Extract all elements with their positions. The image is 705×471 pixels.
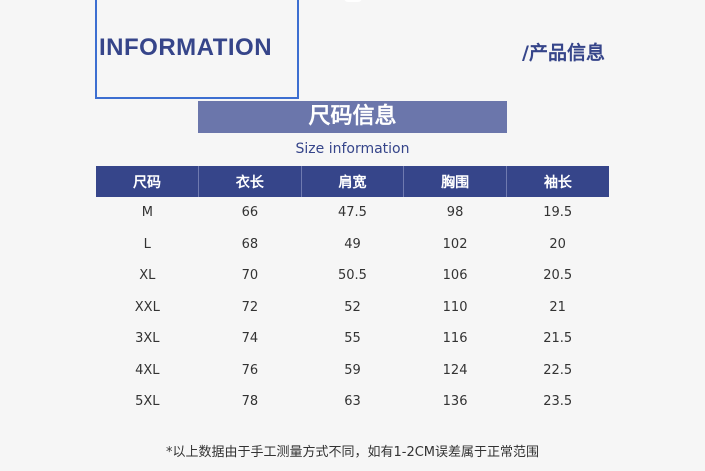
table-cell: 76 [241, 362, 259, 378]
table-cell: 20 [549, 236, 566, 252]
table-row: 3XL 74 55 116 21.5 [96, 323, 609, 355]
banner: 尺码信息 [198, 101, 507, 133]
table-cell: 47.5 [338, 205, 367, 221]
column-header: 衣长 [198, 166, 302, 197]
table-row: XXL 72 52 110 21 [96, 292, 609, 324]
table-cell: 63 [344, 394, 361, 410]
title: INFORMATION [99, 34, 273, 61]
table-cell: 136 [442, 394, 468, 410]
table-cell: 106 [442, 268, 468, 284]
table-cell: 52 [344, 299, 361, 315]
table-row: L 68 49 102 20 [96, 229, 609, 261]
table-row: 5XL 78 63 136 23.5 [96, 386, 609, 418]
table-cell: 98 [446, 205, 464, 221]
table-cell: 22.5 [543, 362, 573, 378]
table-cell: L [143, 236, 151, 252]
table-cell: 5XL [135, 394, 160, 410]
footnote: *以上数据由于手工测量方式不同，如有1-2CM误差属于正常范围 [165, 445, 540, 460]
table-cell: 23.5 [543, 394, 573, 410]
decoration [344, 0, 362, 2]
table-row: M 66 47.5 98 19.5 [96, 197, 609, 229]
table-cell: 3XL [135, 331, 160, 347]
table-cell: 72 [241, 299, 259, 315]
table-cell: 19.5 [543, 205, 573, 221]
table-cell: 116 [442, 331, 468, 347]
table-cell: 59 [344, 362, 361, 378]
table-cell: M [141, 205, 153, 221]
subtitle: /产品信息 [522, 42, 605, 64]
table-cell: 102 [442, 236, 468, 252]
table-cell: 78 [241, 394, 259, 410]
table-cell: 124 [442, 362, 468, 378]
header-row: 尺码 衣长 肩宽 胸围 袖长 [96, 166, 609, 197]
column-header: 袖长 [505, 166, 609, 197]
table-cell: 66 [241, 205, 259, 221]
column-header: 胸围 [403, 166, 507, 197]
size-table: 尺码 衣长 肩宽 胸围 袖长 M 66 47.5 98 19.5 L 68 49 102 20 XL 70 50… [96, 166, 609, 418]
table-cell: XL [139, 268, 156, 284]
column-header: 肩宽 [300, 166, 404, 197]
table-cell: 74 [241, 331, 259, 347]
table-cell: 21.5 [543, 331, 573, 347]
table-cell: 21 [549, 299, 566, 315]
table-cell: 68 [241, 236, 259, 252]
table-cell: 4XL [135, 362, 160, 378]
column-header: 尺码 [96, 166, 199, 197]
table-cell: 49 [344, 236, 361, 252]
table-cell: 110 [442, 299, 468, 315]
table-cell: XXL [134, 299, 160, 315]
frame [95, 0, 299, 99]
table-cell: 50.5 [338, 268, 367, 284]
table-row: XL 70 50.5 106 20.5 [96, 260, 609, 292]
table-row: 4XL 76 59 124 22.5 [96, 355, 609, 387]
table-cell: 55 [344, 331, 361, 347]
table-cell: 20.5 [543, 268, 573, 284]
table-cell: 70 [241, 268, 259, 284]
table-body: M 66 47.5 98 19.5 L 68 49 102 20 XL 70 50.5 106 20.5 XX… [96, 197, 609, 418]
banner-subtitle: Size information [295, 141, 410, 157]
